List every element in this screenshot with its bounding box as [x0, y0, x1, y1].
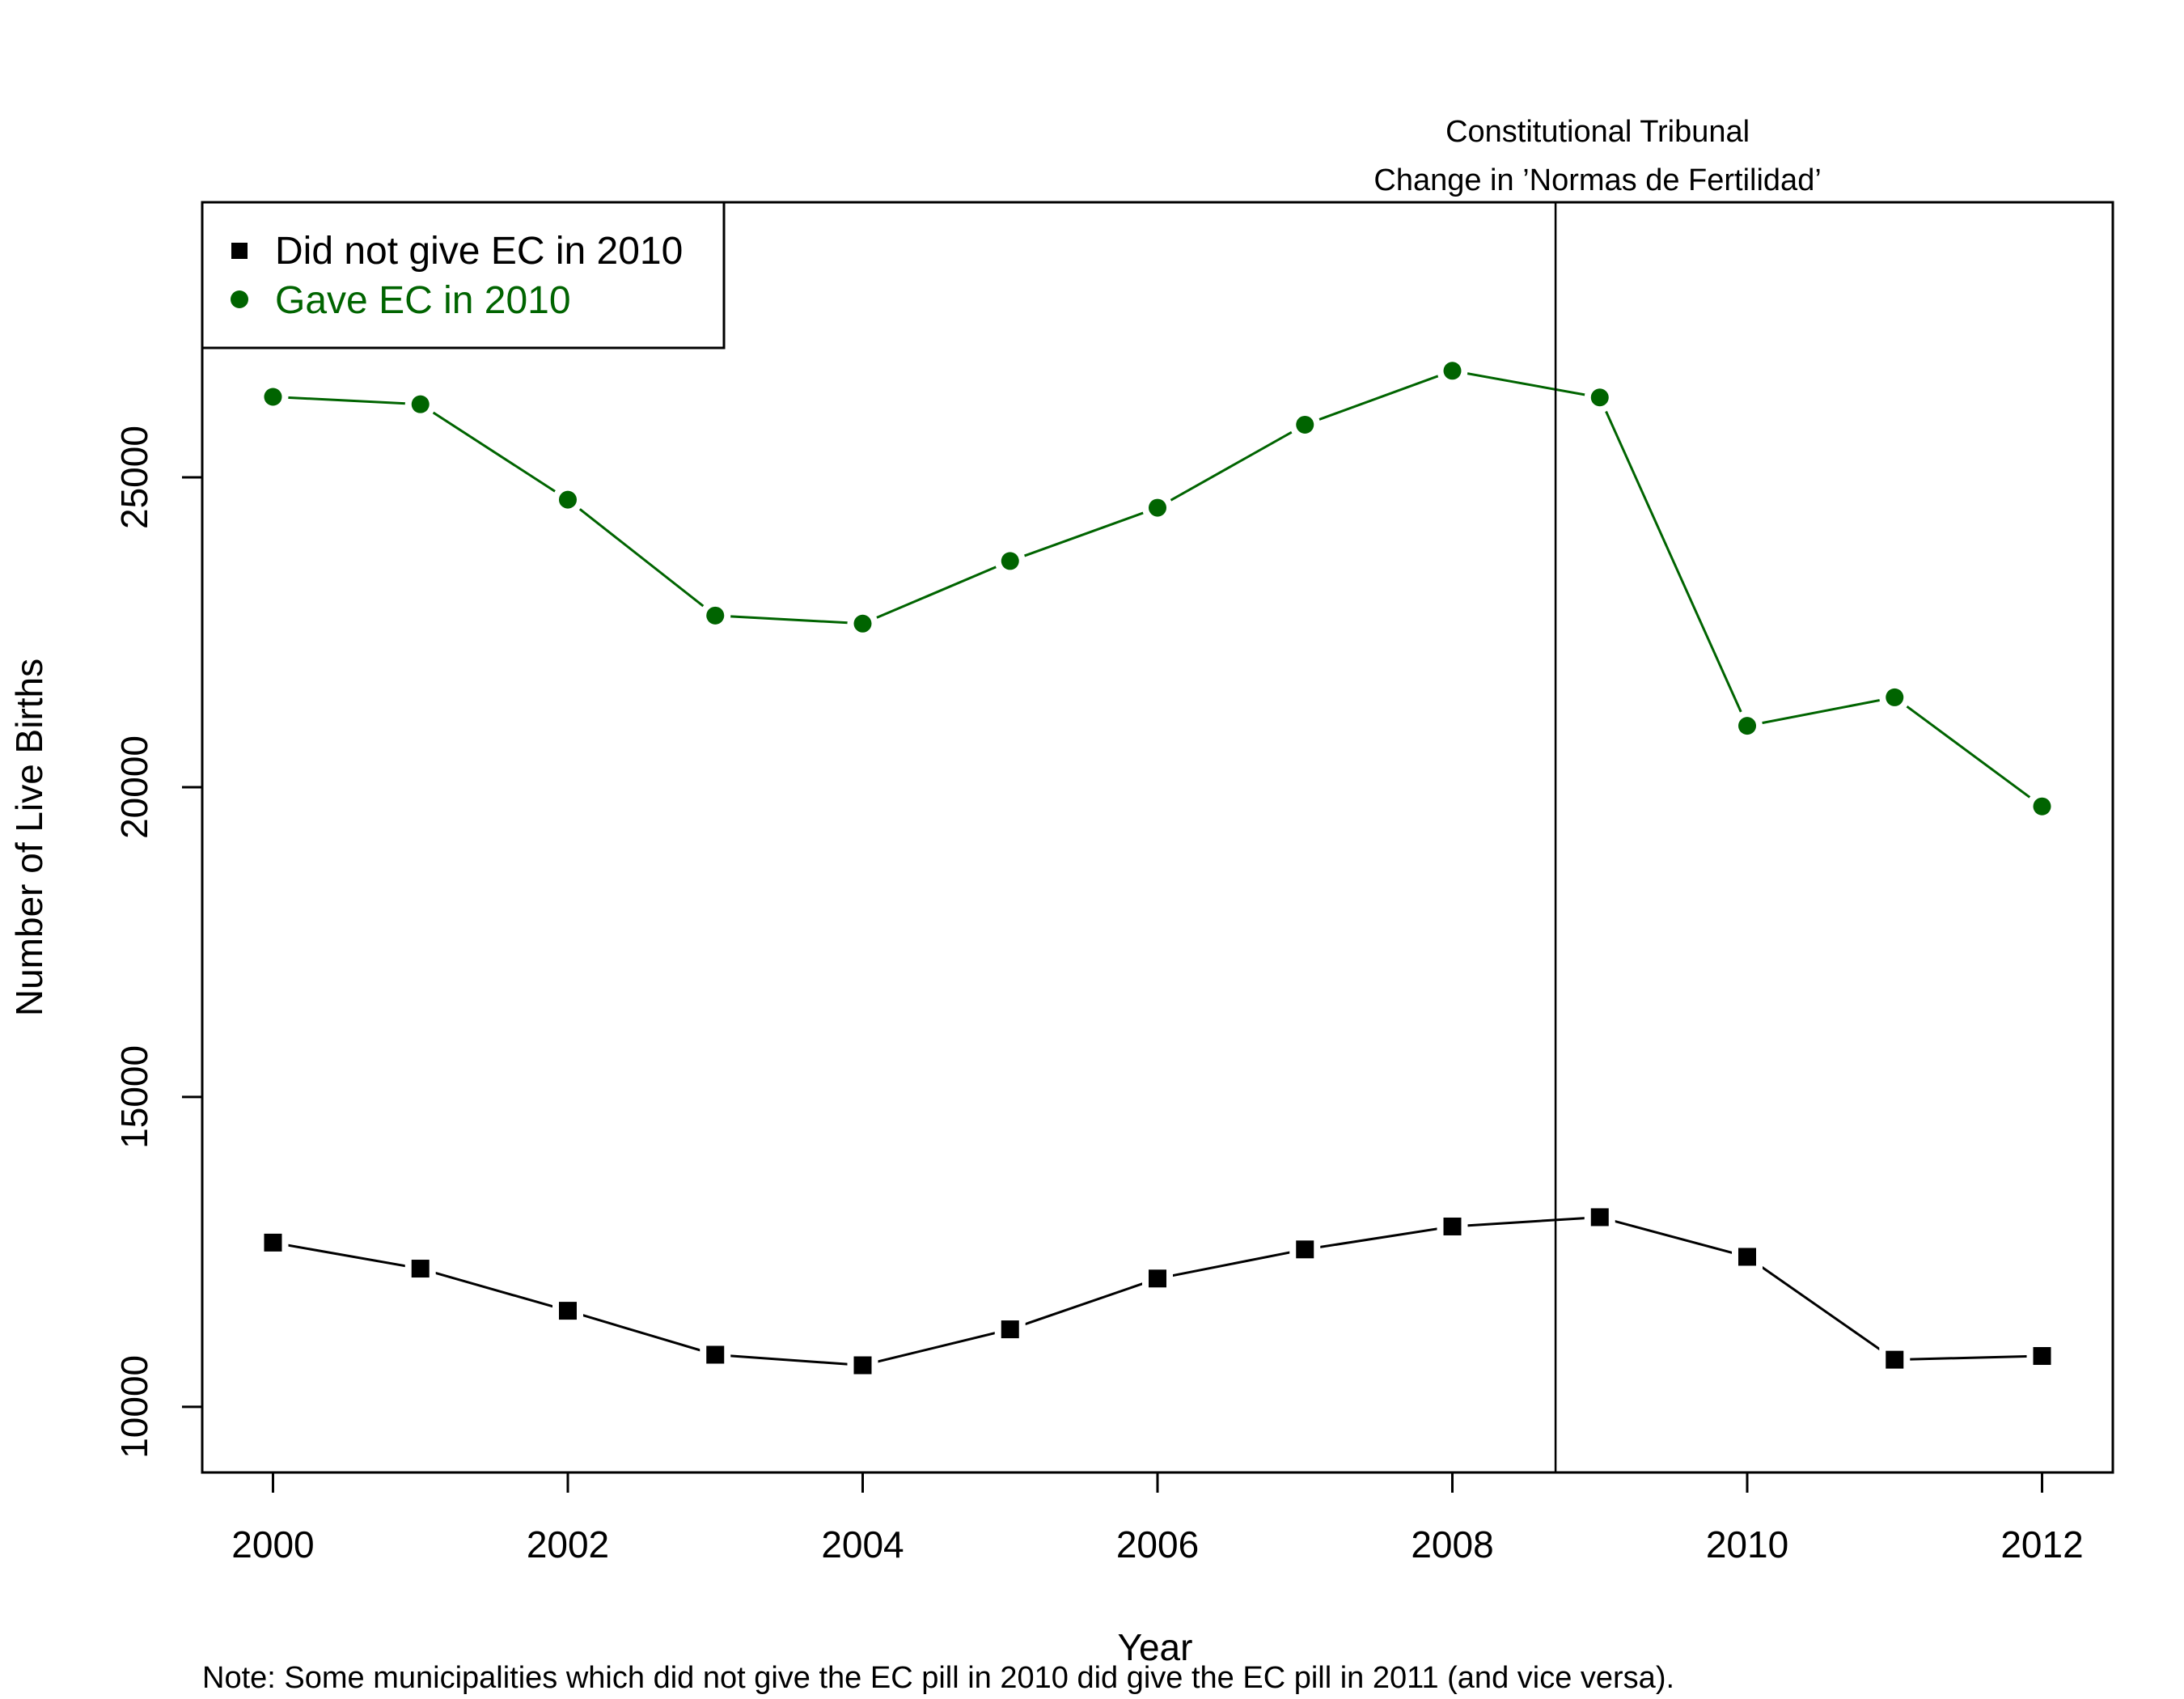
x-tick-label: 2006 [1116, 1523, 1199, 1566]
y-tick-label: 25000 [113, 426, 155, 529]
data-point-2007 [1296, 1240, 1314, 1259]
x-tick-label: 2008 [1411, 1523, 1493, 1566]
x-tick-label: 2004 [821, 1523, 904, 1566]
data-point-2007 [1296, 415, 1314, 434]
y-tick-label: 15000 [113, 1045, 155, 1149]
legend-marker-square [231, 243, 248, 259]
data-point-2005 [1001, 1320, 1019, 1339]
series-2 [257, 355, 2058, 822]
x-tick-label: 2002 [527, 1523, 609, 1566]
x-tick-label: 2000 [231, 1523, 314, 1566]
y-tick-label: 10000 [113, 1355, 155, 1459]
footnote: Note: Some municipalities which did not … [202, 1661, 1674, 1695]
series-1 [257, 1201, 2058, 1381]
data-point-2011 [1886, 1350, 1904, 1369]
data-point-2003 [706, 606, 725, 625]
data-point-2002 [558, 1302, 577, 1320]
data-point-2001 [411, 1260, 430, 1278]
data-point-2004 [853, 614, 872, 633]
data-point-2010 [1738, 1248, 1757, 1266]
x-tick-label: 2012 [2000, 1523, 2083, 1566]
data-point-2009 [1590, 1208, 1609, 1227]
data-point-2006 [1149, 1269, 1166, 1288]
data-point-2012 [2033, 797, 2051, 816]
series-layer [257, 355, 2058, 1381]
data-point-2000 [264, 388, 282, 406]
x-axis-title: Year [1118, 1626, 1193, 1668]
data-point-2003 [706, 1345, 725, 1364]
data-point-2010 [1738, 717, 1757, 735]
legend-box [201, 201, 726, 350]
event-label-tribunal: Constitutional Tribunal [1445, 115, 1750, 149]
data-point-2012 [2033, 1347, 2051, 1366]
data-point-2000 [264, 1233, 282, 1252]
data-point-2006 [1149, 498, 1166, 517]
y-tick-label: 20000 [113, 735, 155, 839]
data-point-2001 [411, 395, 430, 413]
x-tick-label: 2010 [1706, 1523, 1788, 1566]
x-axis: 2000 2002 2004 2006 2008 2010 2012 [231, 1471, 2084, 1566]
data-point-2002 [558, 490, 577, 509]
data-point-2011 [1886, 688, 1904, 706]
legend-marker-circle [231, 290, 248, 308]
legend-label-gave: Gave EC in 2010 [275, 279, 571, 322]
data-point-2004 [853, 1356, 872, 1375]
event-label-normas: Change in ’Normas de Fertilidad’ [1373, 163, 1821, 197]
data-point-2008 [1443, 362, 1462, 380]
y-axis: 10000 15000 20000 25000 [113, 426, 204, 1459]
data-point-2005 [1001, 552, 1019, 570]
data-point-2009 [1590, 388, 1609, 407]
data-point-2008 [1443, 1217, 1462, 1235]
legend-label-did-not-give: Did not give EC in 2010 [275, 230, 683, 273]
legend: Did not give EC in 2010 Gave EC in 2010 [201, 201, 726, 350]
y-axis-title: Number of Live Births [8, 659, 50, 1016]
